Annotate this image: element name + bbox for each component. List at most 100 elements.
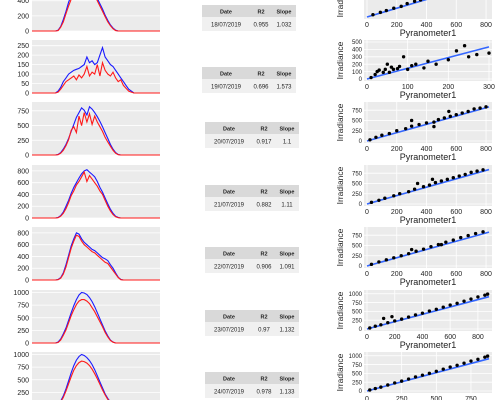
timeseries-panel-bg [32, 165, 160, 218]
scatter-point [392, 194, 396, 198]
scatter-point [427, 309, 432, 313]
table-header-slope: Slope [280, 127, 295, 133]
scatter-point [413, 313, 418, 317]
timeseries-line-red [32, 299, 160, 344]
scatter-point [393, 319, 397, 323]
scatter-point [441, 305, 445, 309]
timeseries-line-red [61, 360, 110, 400]
scatter-point [485, 354, 490, 358]
scatter-point [395, 129, 399, 133]
table-header-date: Date [223, 252, 235, 258]
scatter-point [463, 172, 467, 177]
scatter-point [391, 67, 396, 72]
scatter-point [381, 70, 385, 75]
scatter-point [485, 292, 490, 296]
table-header-cell [253, 247, 275, 259]
scatter-point [483, 355, 487, 359]
scatter-point [379, 323, 383, 327]
scatter-y-axis-label: Irradiance [335, 41, 345, 79]
table-slope-value: 1.1 [283, 140, 292, 146]
timeseries-y-tick-label: 150 [17, 62, 29, 69]
scatter-x-axis-label: Pyranometer1 [400, 340, 457, 350]
scatter-y-tick-label: 1000 [349, 354, 363, 360]
scatter-point [462, 44, 467, 48]
table-header-date: Date [223, 377, 235, 383]
table-header-date: Date [220, 72, 232, 78]
scatter-point [472, 107, 476, 111]
table-header-cell [272, 5, 296, 17]
scatter-point [420, 373, 425, 377]
scatter-x-tick-label: 400 [421, 271, 433, 278]
day-panel: 0 250 500 750 1000 Date R2 Slope 23/07/2019 0.97 1… [13, 290, 492, 350]
timeseries-line-red [32, 60, 160, 94]
table-header-slope: Slope [280, 190, 295, 196]
scatter-point [378, 10, 383, 15]
scatter-fit-line [366, 168, 490, 205]
scatter-point [409, 124, 414, 128]
scatter-x-tick-label: 800 [480, 146, 492, 153]
scatter-x-tick-label: 0 [365, 271, 369, 278]
table-value-cell [253, 384, 275, 398]
table-header-slope: Slope [280, 377, 295, 383]
scatter-x-tick-label: 0 [365, 146, 369, 153]
table-header-r2: R2 [257, 10, 264, 16]
scatter-point [373, 72, 377, 77]
scatter-point [481, 230, 485, 234]
scatter-y-tick-label: 250 [352, 129, 363, 135]
scatter-point [447, 109, 451, 114]
scatter-y-tick-label: 500 [352, 310, 363, 316]
scatter-point [377, 198, 381, 202]
scatter-point [455, 301, 459, 305]
timeseries-panel-bg [32, 40, 160, 93]
table-slope-value: 1.11 [281, 203, 293, 209]
timeseries-y-tick-label: 500 [17, 377, 29, 384]
timeseries-y-tick-label: 0 [25, 91, 29, 98]
table-header-cell [275, 372, 299, 384]
table-slope-value: 1.133 [279, 390, 295, 396]
day-panel: 250 500 750 1000 Date R2 Slope 24/07/2019 0.978 1… [13, 352, 492, 400]
table-value-cell [275, 134, 299, 148]
scatter-y-tick-label: 500 [352, 119, 363, 125]
scatter-point [427, 371, 432, 376]
scatter-x-tick-label: 250 [396, 396, 408, 400]
table-r2-value: 0.882 [256, 203, 272, 209]
timeseries-line-red [32, 234, 160, 281]
timeseries-y-tick-label: 750 [17, 303, 29, 310]
table-header-cell [253, 372, 275, 384]
scatter-point [368, 326, 372, 330]
scatter-y-tick-label: 750 [352, 108, 363, 114]
table-value-cell [205, 259, 253, 273]
scatter-point [436, 242, 441, 247]
scatter-point [373, 386, 378, 391]
day-panel: 0 200 400 Date R2 Slope 18/07/2019 0.955 1.032 0 2… [17, 0, 492, 38]
scatter-point [446, 58, 451, 62]
timeseries-y-tick-label: 0 [25, 153, 29, 160]
timeseries-y-tick-label: 50 [21, 81, 29, 88]
scatter-y-tick-label: 500 [352, 40, 363, 46]
table-date-value: 19/07/2019 [211, 85, 242, 91]
scatter-point [487, 51, 491, 55]
scatter-point [399, 254, 403, 258]
table-slope-value: 1.573 [276, 85, 292, 91]
scatter-point [386, 383, 390, 387]
scatter-x-tick-label: 400 [421, 146, 433, 153]
scatter-point [385, 62, 390, 66]
scatter-x-tick-label: 800 [480, 271, 492, 278]
scatter-y-tick-label: 750 [352, 171, 363, 177]
scatter-point [406, 251, 411, 256]
scatter-point [399, 317, 404, 321]
timeseries-y-tick-label: 1000 [13, 290, 29, 297]
scatter-point [368, 138, 372, 142]
scatter-point [469, 359, 473, 363]
scatter-point [429, 244, 433, 249]
table-header-slope: Slope [277, 10, 292, 16]
table-r2-value: 0.696 [253, 85, 269, 91]
scatter-point [369, 262, 374, 267]
table-header-r2: R2 [257, 72, 264, 78]
timeseries-line-red [32, 170, 160, 219]
scatter-x-tick-label: 200 [391, 22, 403, 29]
scatter-x-tick-label: 750 [465, 396, 477, 400]
scatter-y-tick-label: 250 [352, 318, 363, 324]
timeseries-y-tick-label: 200 [17, 204, 29, 211]
scatter-point [476, 357, 480, 361]
